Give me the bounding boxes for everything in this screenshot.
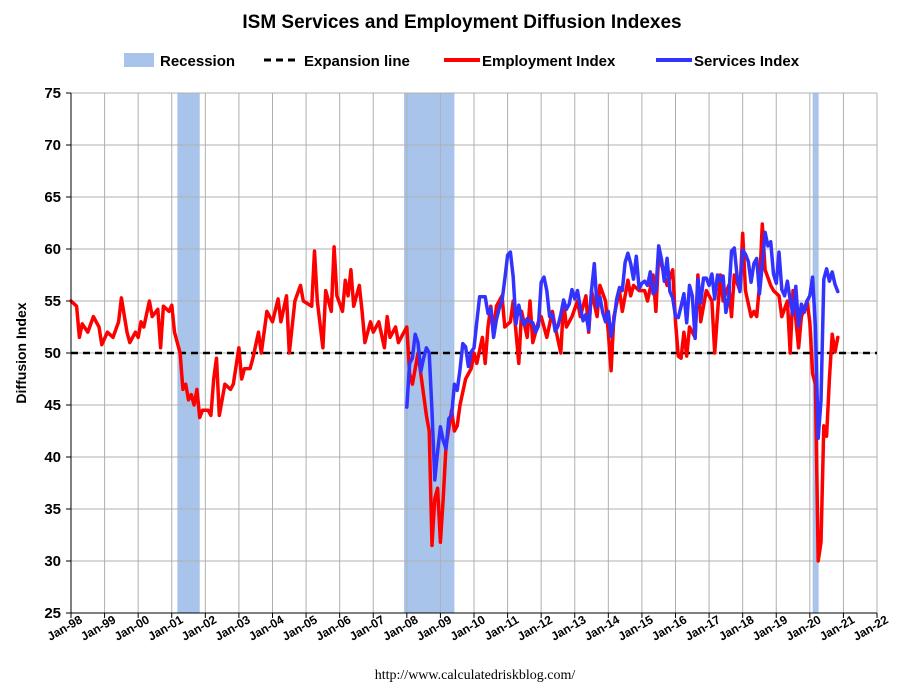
x-tick-label: Jan-12 (515, 612, 555, 643)
services-index-line (405, 230, 840, 482)
y-tick-label: 50 (44, 345, 61, 362)
y-tick-label: 70 (44, 137, 61, 154)
x-tick-label: Jan-06 (313, 612, 353, 643)
legend-expansion-label: Expansion line (304, 53, 410, 70)
y-tick-label: 60 (44, 241, 61, 258)
y-tick-label: 65 (44, 189, 61, 206)
x-tick-label: Jan-18 (716, 612, 756, 643)
x-tick-label: Jan-99 (78, 612, 118, 643)
y-tick-label: 40 (44, 449, 61, 466)
legend-recession-swatch (124, 53, 154, 67)
y-tick-label: 55 (44, 293, 61, 310)
x-tick-label: Jan-22 (851, 612, 891, 643)
y-tick-label: 75 (44, 85, 61, 102)
y-tick-label: 25 (44, 605, 61, 622)
y-tick-label: 45 (44, 397, 61, 414)
y-tick-label: 30 (44, 553, 61, 570)
y-tick-label: 35 (44, 501, 61, 518)
x-tick-label: Jan-16 (649, 612, 689, 643)
x-tick-label: Jan-14 (582, 612, 622, 643)
source-url: http://www.calculatedriskblog.com/ (375, 668, 576, 683)
y-tick-labels: 25 30 35 40 45 50 55 60 65 70 75 (44, 85, 61, 622)
axes (70, 93, 877, 614)
legend-recession-label: Recession (160, 53, 235, 70)
x-tick-label: Jan-13 (548, 612, 588, 643)
legend-services-label: Services Index (694, 53, 800, 70)
legend-employment-label: Employment Index (482, 53, 616, 70)
x-tick-label: Jan-02 (179, 612, 219, 643)
x-tick-label: Jan-19 (750, 612, 790, 643)
x-tick-label: Jan-09 (414, 612, 454, 643)
series-lines (69, 222, 840, 563)
x-tick-label: Jan-04 (246, 612, 286, 643)
x-tick-label: Jan-21 (817, 612, 857, 643)
x-tick-labels: Jan-98Jan-99Jan-00Jan-01Jan-02Jan-03Jan-… (45, 612, 891, 643)
x-tick-label: Jan-15 (616, 612, 656, 643)
x-tick-label: Jan-01 (145, 612, 185, 643)
chart-title: ISM Services and Employment Diffusion In… (242, 12, 681, 33)
employment-index-line (69, 222, 840, 563)
x-tick-label: Jan-17 (683, 612, 723, 643)
x-tick-label: Jan-07 (347, 612, 387, 643)
legend: Recession Expansion line Employment Inde… (124, 53, 800, 70)
y-axis-label: Diffusion Index (13, 302, 29, 403)
x-tick-label: Jan-08 (381, 612, 421, 643)
x-tick-label: Jan-00 (112, 612, 152, 643)
x-tick-label: Jan-05 (280, 612, 320, 643)
x-tick-label: Jan-20 (784, 612, 824, 643)
x-tick-label: Jan-10 (448, 612, 488, 643)
x-tick-label: Jan-03 (213, 612, 253, 643)
x-tick-label: Jan-11 (482, 612, 522, 643)
